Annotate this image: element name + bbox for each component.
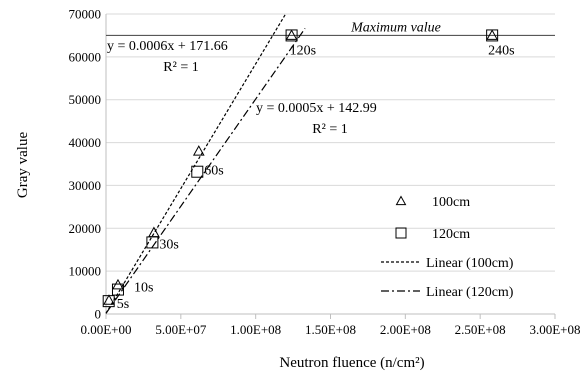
marker-120cm (146, 236, 159, 249)
x-tick-label: 1.50E+08 (305, 322, 356, 337)
y-tick-label: 70000 (69, 7, 102, 22)
marker-120cm (191, 165, 204, 178)
legend-label: Linear (120cm) (426, 285, 514, 300)
marker-100cm (148, 226, 160, 238)
legend-swatch-120cm (395, 227, 407, 239)
maximum-value-label: Maximum value (350, 20, 441, 35)
marker-120cm (102, 295, 115, 308)
x-tick-label: 0.00E+00 (80, 322, 131, 337)
point-label: 30s (159, 237, 178, 252)
trendline-equation: y = 0.0006x + 171.66 (107, 39, 228, 54)
marker-120cm (486, 29, 499, 42)
legend-label: 120cm (432, 227, 470, 242)
x-tick-labels: 0.00E+00 5.00E+07 1.00E+08 1.50E+08 2.00E+08… (80, 322, 580, 337)
y-tick-label: 50000 (69, 92, 102, 107)
trendline-r-squared: R² = 1 (163, 60, 198, 75)
x-tick-label: 3.00E+08 (529, 322, 580, 337)
legend-label: 100cm (432, 195, 470, 210)
legend: 100cm 120cm Linear (100cm) Linear (120cm) (381, 195, 514, 300)
y-tick-label: 20000 (69, 221, 102, 236)
marker-100cm (192, 145, 205, 156)
y-tick-label: 60000 (69, 49, 102, 64)
gridlines (106, 13, 555, 272)
point-label: 60s (204, 164, 223, 179)
trendline-annotations: y = 0.0006x + 171.66 R² = 1 y = 0.0005x + … (107, 39, 377, 137)
data-markers (102, 29, 499, 308)
trendline (105, 13, 287, 314)
x-tick-label: 5.00E+07 (155, 322, 207, 337)
y-tick-label: 0 (95, 307, 102, 322)
y-tick-label: 40000 (69, 135, 102, 150)
x-tick-label: 2.00E+08 (380, 322, 431, 337)
marker-100cm (486, 29, 498, 40)
trendlines (105, 13, 306, 314)
y-tick-label: 30000 (69, 178, 102, 193)
axes (105, 14, 556, 319)
maximum-value-line: Maximum value (106, 20, 555, 36)
trendline (105, 28, 306, 314)
marker-120cm (111, 283, 124, 296)
y-tick-labels: 0 10000 20000 30000 40000 50000 60000 70000 (69, 7, 102, 322)
point-label: 120s (290, 43, 316, 58)
point-label: 10s (134, 281, 153, 296)
point-labels: 5s 10s 30s 60s 120s 240s (117, 43, 515, 312)
marker-120cm (285, 29, 298, 42)
y-tick-label: 10000 (69, 264, 102, 279)
x-tick-label: 1.00E+08 (230, 322, 281, 337)
marker-100cm (103, 294, 115, 305)
marker-100cm (285, 29, 298, 40)
legend-swatch-100cm (395, 195, 407, 206)
x-tick-label: 2.50E+08 (455, 322, 506, 337)
x-axis-title: Neutron fluence (n/cm²) (279, 355, 424, 371)
point-label: 5s (117, 297, 129, 312)
y-axis-title: Gray value (15, 132, 31, 199)
point-label: 240s (488, 43, 514, 58)
legend-label: Linear (100cm) (426, 256, 514, 271)
trendline-equation: y = 0.0005x + 142.99 (256, 101, 377, 116)
trendline-r-squared: R² = 1 (312, 122, 347, 137)
